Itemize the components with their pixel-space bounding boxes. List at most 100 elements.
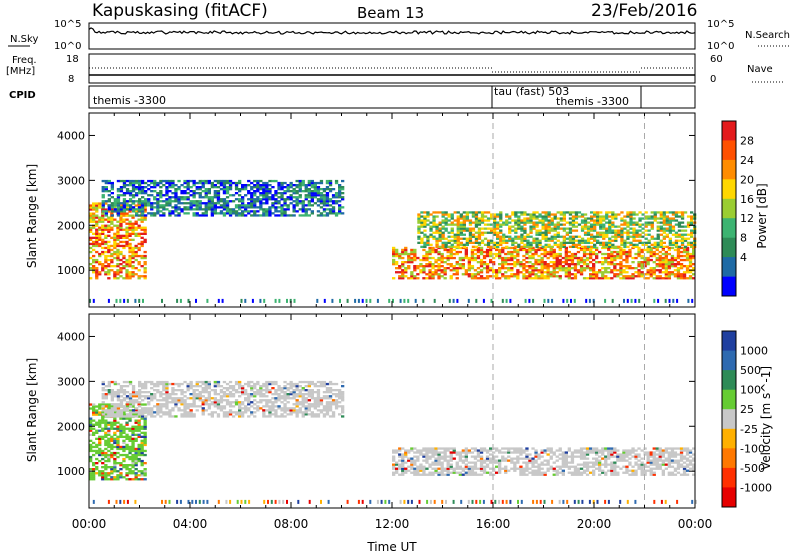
echo-cell — [313, 415, 317, 418]
echo-cell — [316, 198, 321, 201]
echo-cell — [479, 258, 484, 262]
echo-cell — [325, 198, 330, 201]
echo-cell — [283, 181, 287, 185]
echo-cell — [238, 401, 242, 404]
echo-cell — [192, 395, 196, 398]
echo-cell — [95, 210, 99, 213]
echo-cell — [568, 211, 573, 214]
echo-cell — [92, 403, 96, 406]
echo-cell — [101, 265, 105, 268]
echo-cell — [204, 214, 208, 217]
echo-cell — [656, 241, 660, 244]
echo-cell — [138, 389, 142, 392]
echo-cell — [222, 190, 227, 193]
echo-cell — [593, 235, 597, 238]
echo-cell — [131, 395, 136, 398]
echo-cell — [301, 415, 305, 418]
echo-cell — [622, 275, 626, 278]
echo-cell — [286, 298, 288, 303]
echo-cell — [292, 208, 296, 211]
echo-cell — [341, 179, 345, 183]
echo-cell — [658, 275, 662, 278]
echo-cell — [325, 409, 330, 412]
echo-cell — [438, 245, 442, 248]
echo-cell — [595, 261, 599, 264]
echo-cell — [147, 200, 151, 203]
echo-cell — [125, 275, 129, 278]
echo-cell — [517, 221, 521, 224]
echo-cell — [473, 277, 478, 280]
echo-cell — [92, 413, 96, 416]
echo-cell — [541, 227, 545, 230]
echo-cell — [104, 265, 108, 268]
echo-cell — [104, 395, 108, 398]
echo-cell — [113, 421, 117, 424]
echo-cell — [107, 457, 111, 461]
echo-cell — [632, 233, 636, 236]
echo-cell — [213, 202, 217, 205]
echo-cell — [174, 196, 178, 199]
echo-cell — [92, 248, 96, 252]
echo-cell — [210, 196, 214, 199]
echo-cell — [277, 389, 281, 392]
echo-cell — [641, 243, 645, 246]
echo-cell — [535, 215, 539, 218]
echo-cell — [680, 235, 685, 238]
echo-cell — [534, 277, 538, 280]
echo-cell — [672, 298, 675, 303]
echo-cell — [304, 210, 308, 213]
echo-cell — [143, 425, 147, 428]
echo-cell — [95, 421, 99, 424]
echo-cell — [159, 403, 163, 406]
echo-cell — [550, 239, 554, 242]
echo-cell — [316, 395, 321, 398]
echo-cell — [195, 405, 199, 408]
echo-cell — [216, 399, 221, 402]
echo-cell — [277, 186, 281, 189]
echo-cell — [544, 237, 548, 240]
echo-cell — [131, 181, 136, 185]
echo-cell — [635, 221, 639, 224]
echo-cell — [573, 252, 578, 256]
echo-cell — [137, 261, 141, 264]
echo-cell — [450, 213, 454, 216]
echo-cell — [568, 235, 573, 238]
echo-cell — [104, 405, 108, 408]
echo-cell — [691, 298, 694, 303]
echo-cell — [201, 190, 205, 193]
echo-cell — [116, 254, 120, 258]
echo-cell — [283, 210, 287, 213]
echo-cell — [174, 198, 178, 201]
echo-cell — [631, 256, 635, 260]
echo-cell — [555, 267, 559, 270]
echo-cell — [495, 252, 499, 256]
echo-cell — [640, 248, 644, 252]
echo-cell — [601, 263, 605, 266]
echo-cell — [668, 229, 672, 232]
echo-cell — [131, 261, 135, 264]
echo-cell — [116, 413, 121, 416]
echo-cell — [98, 435, 102, 438]
echo-cell — [401, 261, 405, 264]
echo-cell — [119, 194, 124, 197]
echo-cell — [110, 192, 114, 195]
echo-cell — [128, 192, 133, 195]
echo-cell — [623, 227, 627, 230]
echo-cell — [159, 380, 163, 384]
echo-cell — [92, 419, 96, 422]
echo-cell — [95, 409, 99, 412]
echo-cell — [501, 265, 505, 268]
echo-cell — [147, 401, 151, 404]
echo-cell — [685, 248, 690, 252]
y-tick-label: 1000 — [57, 264, 85, 277]
echo-cell — [661, 263, 665, 266]
echo-cell — [623, 298, 625, 303]
echo-cell — [690, 241, 694, 244]
echo-cell — [113, 468, 117, 471]
echo-cell — [661, 258, 665, 262]
echo-cell — [561, 269, 565, 272]
echo-cell — [247, 380, 251, 384]
echo-cell — [95, 222, 99, 225]
echo-cell — [143, 423, 147, 426]
echo-cell — [128, 228, 132, 231]
